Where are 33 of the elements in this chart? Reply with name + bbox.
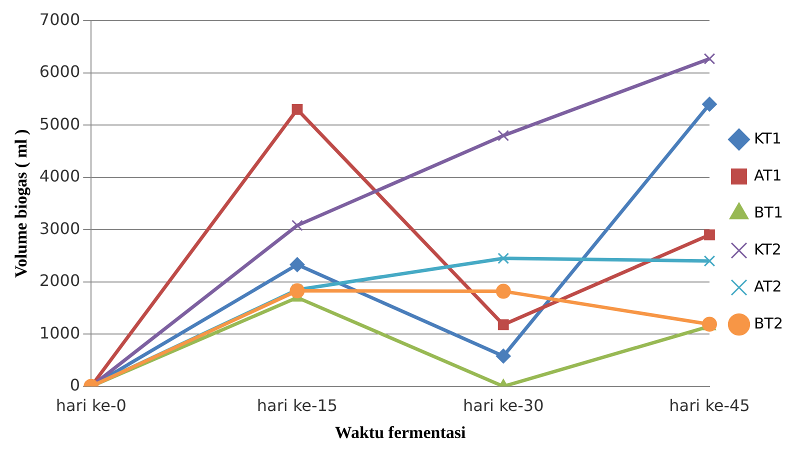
point [496,348,511,364]
point [498,252,510,264]
legend-label: KT2 [754,240,782,258]
legend-label: AT2 [754,277,782,296]
x-tick-label: hari ke-30 [463,396,544,416]
point [290,283,305,298]
point [704,229,715,240]
point [704,255,716,267]
y-tick-label: 1000 [39,323,80,342]
y-tick-label: 5000 [39,114,80,134]
point [702,96,718,112]
point [496,284,511,299]
y-axis-title: Volume biogas ( ml ) [12,129,31,278]
point [292,220,303,232]
y-tick-label: 0 [70,376,80,395]
x-tick-label: hari ke-45 [669,396,750,416]
point [498,130,510,142]
point [498,319,509,330]
x-axis-title: Waktu fermentasi [334,423,466,442]
y-tick-label: 6000 [39,62,80,82]
point [292,104,303,115]
x-tick-label: hari ke-0 [56,396,126,416]
point [290,257,305,272]
legend-label: BT2 [754,314,784,332]
y-tick-label: 3000 [39,218,80,238]
legend-label: AT1 [754,166,782,184]
x-tick-label: hari ke-15 [256,396,338,416]
legend-label: KT1 [754,129,782,148]
y-tick-label: 4000 [39,166,80,186]
y-tick-label: 2000 [39,271,80,290]
point [704,53,716,64]
y-tick-label: 7000 [39,10,80,29]
legend-label: BT1 [754,203,784,222]
